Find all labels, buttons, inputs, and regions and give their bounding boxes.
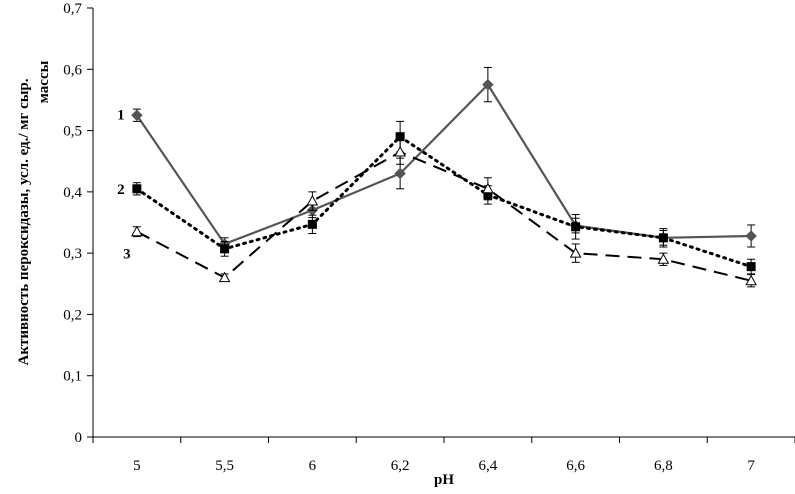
x-tick-label: 7 (747, 458, 755, 474)
data-point (657, 253, 670, 264)
y-tick-label: 0 (75, 430, 83, 446)
data-point (220, 244, 230, 254)
data-point (658, 233, 668, 243)
data-point (746, 262, 756, 272)
x-tick-label: 6,2 (391, 458, 410, 474)
data-point (218, 271, 231, 283)
data-point (745, 274, 757, 286)
x-tick-label: 6 (309, 458, 317, 474)
x-axis-title: pH (434, 472, 454, 488)
series-line (135, 134, 753, 269)
x-axis-ticks: 5 5,5 6 6,2 6,4 6,6 6,8 7 (92, 437, 795, 474)
y-axis-title-line-1: Активность пероксидазы, усл. ед./ мг сыр… (16, 78, 32, 365)
data-point (482, 78, 494, 91)
series-tag-1: 1 (117, 107, 125, 123)
series-1 (131, 66, 757, 251)
y-axis-title-line-2: массы (36, 60, 52, 103)
series-tag-2: 2 (117, 182, 125, 198)
y-tick-label: 0,7 (63, 1, 82, 17)
data-point (394, 145, 406, 157)
series-2 (132, 120, 756, 275)
y-tick-label: 0,6 (63, 62, 82, 78)
x-tick-label: 6,8 (654, 458, 673, 474)
y-tick-label: 0,5 (63, 124, 82, 140)
data-point (571, 222, 581, 232)
y-tick-label: 0,2 (63, 307, 82, 323)
x-tick-label: 5,5 (215, 458, 234, 474)
data-point (569, 247, 582, 258)
series-layer (131, 66, 757, 288)
data-point (131, 225, 143, 237)
series-3 (131, 139, 757, 288)
data-point (307, 219, 317, 229)
series-line (136, 150, 752, 282)
y-axis-ticks: 0 0,1 0,2 0,3 0,4 0,5 0,6 0,7 (63, 1, 93, 446)
x-tick-label: 6,6 (566, 458, 585, 474)
y-axis-title: Активность пероксидазы, усл. ед./ мг сыр… (16, 60, 52, 365)
y-tick-label: 0,3 (63, 246, 82, 262)
x-tick-label: 5 (133, 458, 141, 474)
data-point (394, 167, 406, 180)
x-tick-label: 6,4 (479, 458, 498, 474)
y-tick-label: 0,4 (63, 185, 82, 201)
data-point (745, 230, 757, 242)
series-tag-3: 3 (123, 247, 131, 263)
data-point (132, 184, 142, 194)
data-point (131, 109, 143, 121)
y-tick-label: 0,1 (63, 369, 82, 385)
data-point (306, 195, 319, 206)
series-tags: 1 2 3 (117, 107, 131, 262)
data-point (482, 182, 494, 194)
data-point (395, 132, 405, 142)
